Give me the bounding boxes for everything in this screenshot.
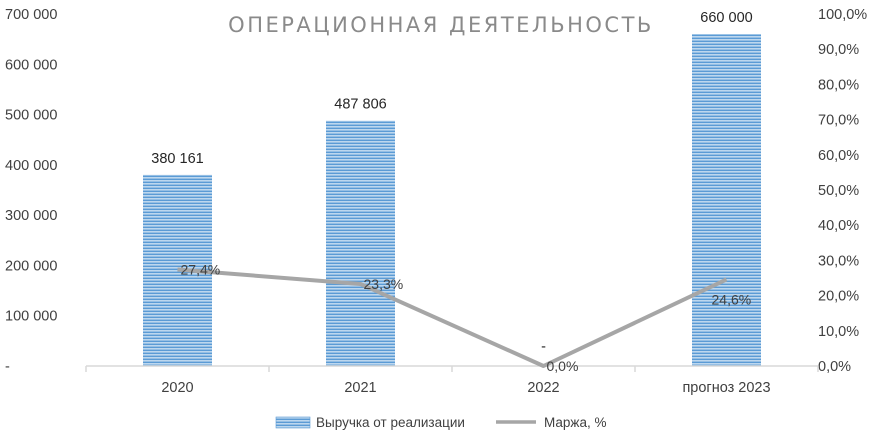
legend-swatch-revenue [275,416,311,429]
left-axis-tick-label: 300 000 [5,208,57,224]
margin-data-label: 27,4% [181,262,221,278]
x-axis-tick-label: прогноз 2023 [682,380,770,396]
revenue-bar [692,34,761,366]
revenue-bars [143,34,761,366]
margin-data-label: 23,3% [364,276,404,292]
right-axis-tick-label: 100,0% [818,7,867,23]
left-axis-tick-label: 600 000 [5,57,57,73]
revenue-bar [326,120,395,366]
margin-data-label: 24,6% [712,291,752,307]
revenue-data-labels: 380 161 487 806 - 660 000 [151,10,752,355]
left-axis-tick-label: 200 000 [5,258,57,274]
x-axis-tick-label: 2022 [527,380,559,396]
revenue-data-label: - [541,339,546,355]
margin-line-path [177,267,728,368]
right-axis-tick-label: 50,0% [818,183,859,199]
right-axis-tick-label: 70,0% [818,113,859,129]
right-axis-tick-label: 0,0% [818,359,851,375]
legend-label-margin: Маржа, % [544,415,606,430]
right-axis-tick-label: 30,0% [818,253,859,269]
right-axis-tick-label: 40,0% [818,218,859,234]
revenue-data-label: 660 000 [700,10,752,26]
left-axis-tick-label: 500 000 [5,108,57,124]
left-axis-tick-label: 400 000 [5,158,57,174]
margin-line [177,267,728,368]
margin-data-label: 0,0% [547,358,579,374]
x-axis: 2020 2021 2022 прогноз 2023 [85,366,819,396]
right-axis-tick-label: 80,0% [818,77,859,93]
right-axis-tick-label: 10,0% [818,324,859,340]
left-axis-tick-label: 100 000 [5,309,57,325]
left-axis-tick-label: 700 000 [5,7,57,23]
x-axis-tick-label: 2020 [161,380,193,396]
right-axis-tick-label: 60,0% [818,148,859,164]
right-axis-tick-label: 90,0% [818,42,859,58]
revenue-data-label: 380 161 [151,151,203,167]
legend: Выручка от реализации Маржа, % [275,415,606,430]
legend-label-revenue: Выручка от реализации [316,415,465,430]
revenue-data-label: 487 806 [334,97,386,113]
left-axis-tick-label: - [5,359,10,375]
chart-title: ОПЕРАЦИОННАЯ ДЕЯТЕЛЬНОСТЬ [228,13,654,37]
margin-data-labels: 27,4% 23,3% 0,0% 24,6% [181,262,752,374]
right-axis-tick-label: 20,0% [818,289,859,305]
right-axis: 0,0% 10,0% 20,0% 30,0% 40,0% 50,0% 60,0% 70,0% 8… [818,7,867,375]
x-axis-tick-label: 2021 [344,380,376,396]
left-axis: - 100 000 200 000 300 000 400 000 500 000 600 … [5,7,57,375]
